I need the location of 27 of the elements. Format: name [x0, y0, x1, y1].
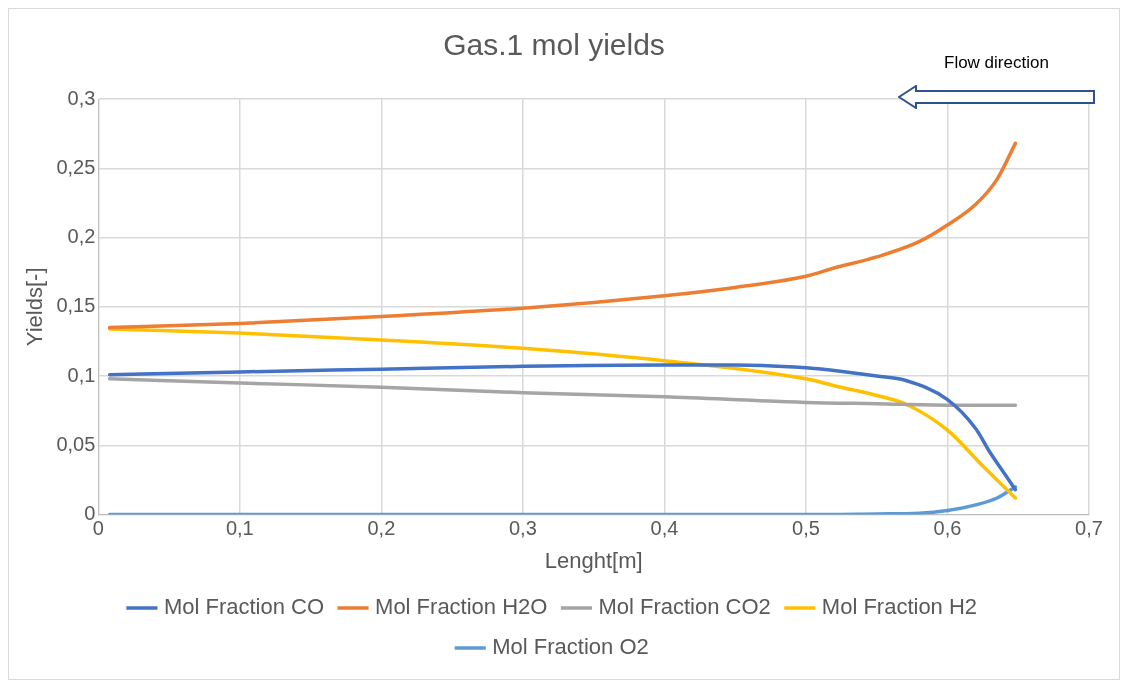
text: Flow direction: [944, 53, 1049, 73]
line-series: [107, 141, 1018, 330]
legend-label: Mol Fraction CO2: [598, 594, 771, 620]
x-tick-label: 0,2: [367, 517, 396, 540]
x-tick-label: 0,3: [508, 517, 537, 540]
legend-label: Mol Fraction H2O: [375, 594, 548, 620]
legend-label: Mol Fraction CO: [163, 594, 325, 620]
line-series: [107, 377, 1018, 407]
legend-label: Mol Fraction O2: [492, 634, 649, 660]
x-tick-label: 0,7: [1075, 517, 1103, 540]
line-series: [107, 363, 1018, 492]
y-tick-label: 0,25: [56, 155, 96, 178]
legend-label: Mol Fraction H2: [821, 594, 978, 620]
y-axis-title: Yields[-]: [22, 267, 48, 347]
y-tick-label: 0,15: [56, 294, 96, 317]
x-tick-label: 0,5: [792, 517, 820, 540]
line-series: [107, 327, 1018, 500]
x-axis-title: Lenght[m]: [544, 547, 643, 573]
line-series: [107, 485, 1018, 515]
chart-title: Gas.1 mol yields: [443, 28, 665, 62]
y-tick-label: 0,2: [67, 225, 96, 248]
x-tick-label: 0,1: [225, 517, 254, 540]
y-tick-label: 0,05: [56, 432, 96, 455]
y-tick-label: 0,3: [67, 86, 96, 109]
y-tick-label: 0,1: [67, 363, 96, 386]
x-tick-label: 0,4: [650, 517, 679, 540]
x-tick-label: 0,6: [933, 517, 962, 540]
